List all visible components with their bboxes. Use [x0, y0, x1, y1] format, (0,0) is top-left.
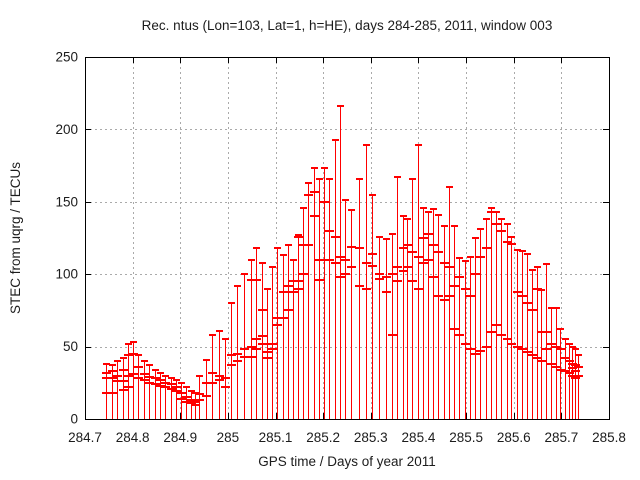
plot-border	[85, 57, 610, 420]
x-tick-label: 285	[217, 430, 240, 445]
x-tick-label: 284.7	[68, 430, 102, 445]
x-tick-label: 285.8	[592, 430, 626, 445]
y-tick-label: 200	[55, 122, 78, 137]
x-tick-label: 284.9	[163, 430, 197, 445]
chart-title: Rec. ntus (Lon=103, Lat=1, h=HE), days 2…	[142, 18, 553, 33]
x-tick-label: 285.1	[259, 430, 293, 445]
y-tick-label: 100	[55, 267, 78, 282]
x-axis-label: GPS time / Days of year 2011	[258, 454, 436, 469]
x-tick-label: 285.5	[449, 430, 483, 445]
x-tick-label: 285.7	[544, 430, 578, 445]
y-tick-label: 150	[55, 194, 78, 209]
y-tick-label: 50	[63, 339, 78, 354]
plot-generated-layer: 284.7 284.8 284.9 285 285.1 285.2 285.3 285.4 28…	[55, 50, 625, 446]
x-tick-label: 285.3	[354, 430, 388, 445]
x-tick-label: 285.6	[497, 430, 531, 445]
y-tick-label: 250	[55, 50, 78, 65]
x-tick-label: 285.4	[402, 430, 436, 445]
x-tick-label: 285.2	[306, 430, 340, 445]
y-tick-label: 0	[70, 412, 78, 427]
x-tick-label: 284.8	[116, 430, 150, 445]
y-axis-label: STEC from uqrg / TECUs	[8, 162, 23, 314]
